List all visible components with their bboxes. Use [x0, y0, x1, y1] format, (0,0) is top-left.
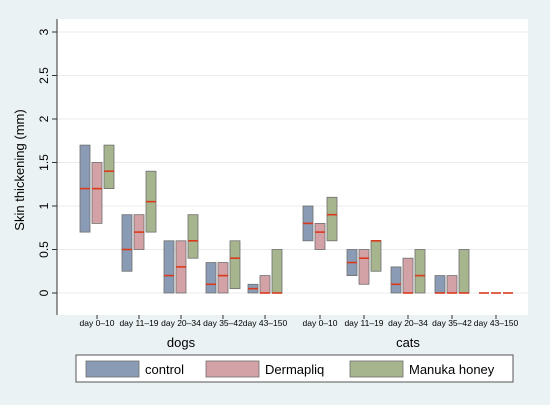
x-tick-label: day 35–42 — [203, 318, 243, 328]
x-tick-label: day 11–19 — [344, 318, 383, 328]
x-tick-label: day 0–10 — [80, 318, 115, 328]
box-manuka-honey — [187, 214, 199, 259]
box-manuka-honey — [229, 240, 241, 290]
box-control — [390, 266, 402, 294]
legend: control Dermapliq Manuka honey — [75, 354, 514, 383]
y-tick-label: 2.5 — [37, 67, 51, 84]
box-dermapliq — [446, 275, 458, 294]
x-tick-label: day 11–19 — [119, 318, 158, 328]
legend-label: Manuka honey — [409, 362, 495, 377]
box-dermapliq — [259, 275, 271, 294]
box-control — [121, 214, 133, 272]
y-axis-label: Skin thickening (mm) — [12, 109, 27, 230]
box-control — [434, 275, 446, 294]
box-control — [163, 240, 175, 294]
legend-swatch — [205, 360, 260, 378]
legend-swatch — [85, 360, 140, 378]
x-tick-label: day 0–10 — [303, 318, 338, 328]
box-manuka-honey — [414, 249, 426, 294]
box-manuka-honey — [326, 196, 338, 242]
legend-swatch — [349, 360, 404, 378]
boxes — [79, 144, 513, 294]
box-dermapliq — [91, 162, 103, 224]
x-tick-label: day 43–150 — [243, 318, 288, 328]
y-axis: 0 0.5 1 1.5 2 2.5 3 — [37, 19, 58, 315]
x-tick-label: day 35–42 — [432, 318, 472, 328]
group-label: dogs — [167, 335, 196, 350]
box-manuka-honey — [458, 249, 470, 294]
plot-area — [57, 19, 528, 315]
box-manuka-honey — [271, 249, 283, 294]
x-tick-label: day 43–150 — [474, 318, 519, 328]
legend-label: control — [145, 362, 184, 377]
x-axis: day 0–10 day 11–19 day 20–34 day 35–42 day 4… — [80, 315, 519, 350]
grid-lines — [57, 31, 528, 294]
x-tick-label: day 20–34 — [161, 318, 201, 328]
y-tick-label: 3 — [37, 28, 51, 35]
box-dermapliq — [314, 222, 326, 250]
box-manuka-honey — [370, 240, 382, 272]
y-tick-label: 1.5 — [37, 154, 51, 171]
y-tick-label: 1 — [37, 202, 51, 209]
x-tick-label: day 20–34 — [388, 318, 428, 328]
box-dermapliq — [358, 249, 370, 285]
y-tick-label: 0.5 — [37, 241, 51, 258]
y-tick-label: 0 — [37, 289, 51, 296]
legend-box — [75, 354, 514, 383]
box-dermapliq — [402, 257, 414, 294]
box-control — [205, 262, 217, 294]
box-manuka-honey — [103, 144, 115, 190]
y-tick-label: 2 — [37, 115, 51, 122]
group-label: cats — [396, 335, 420, 350]
legend-label: Dermapliq — [265, 362, 324, 377]
box-dermapliq — [217, 262, 229, 294]
